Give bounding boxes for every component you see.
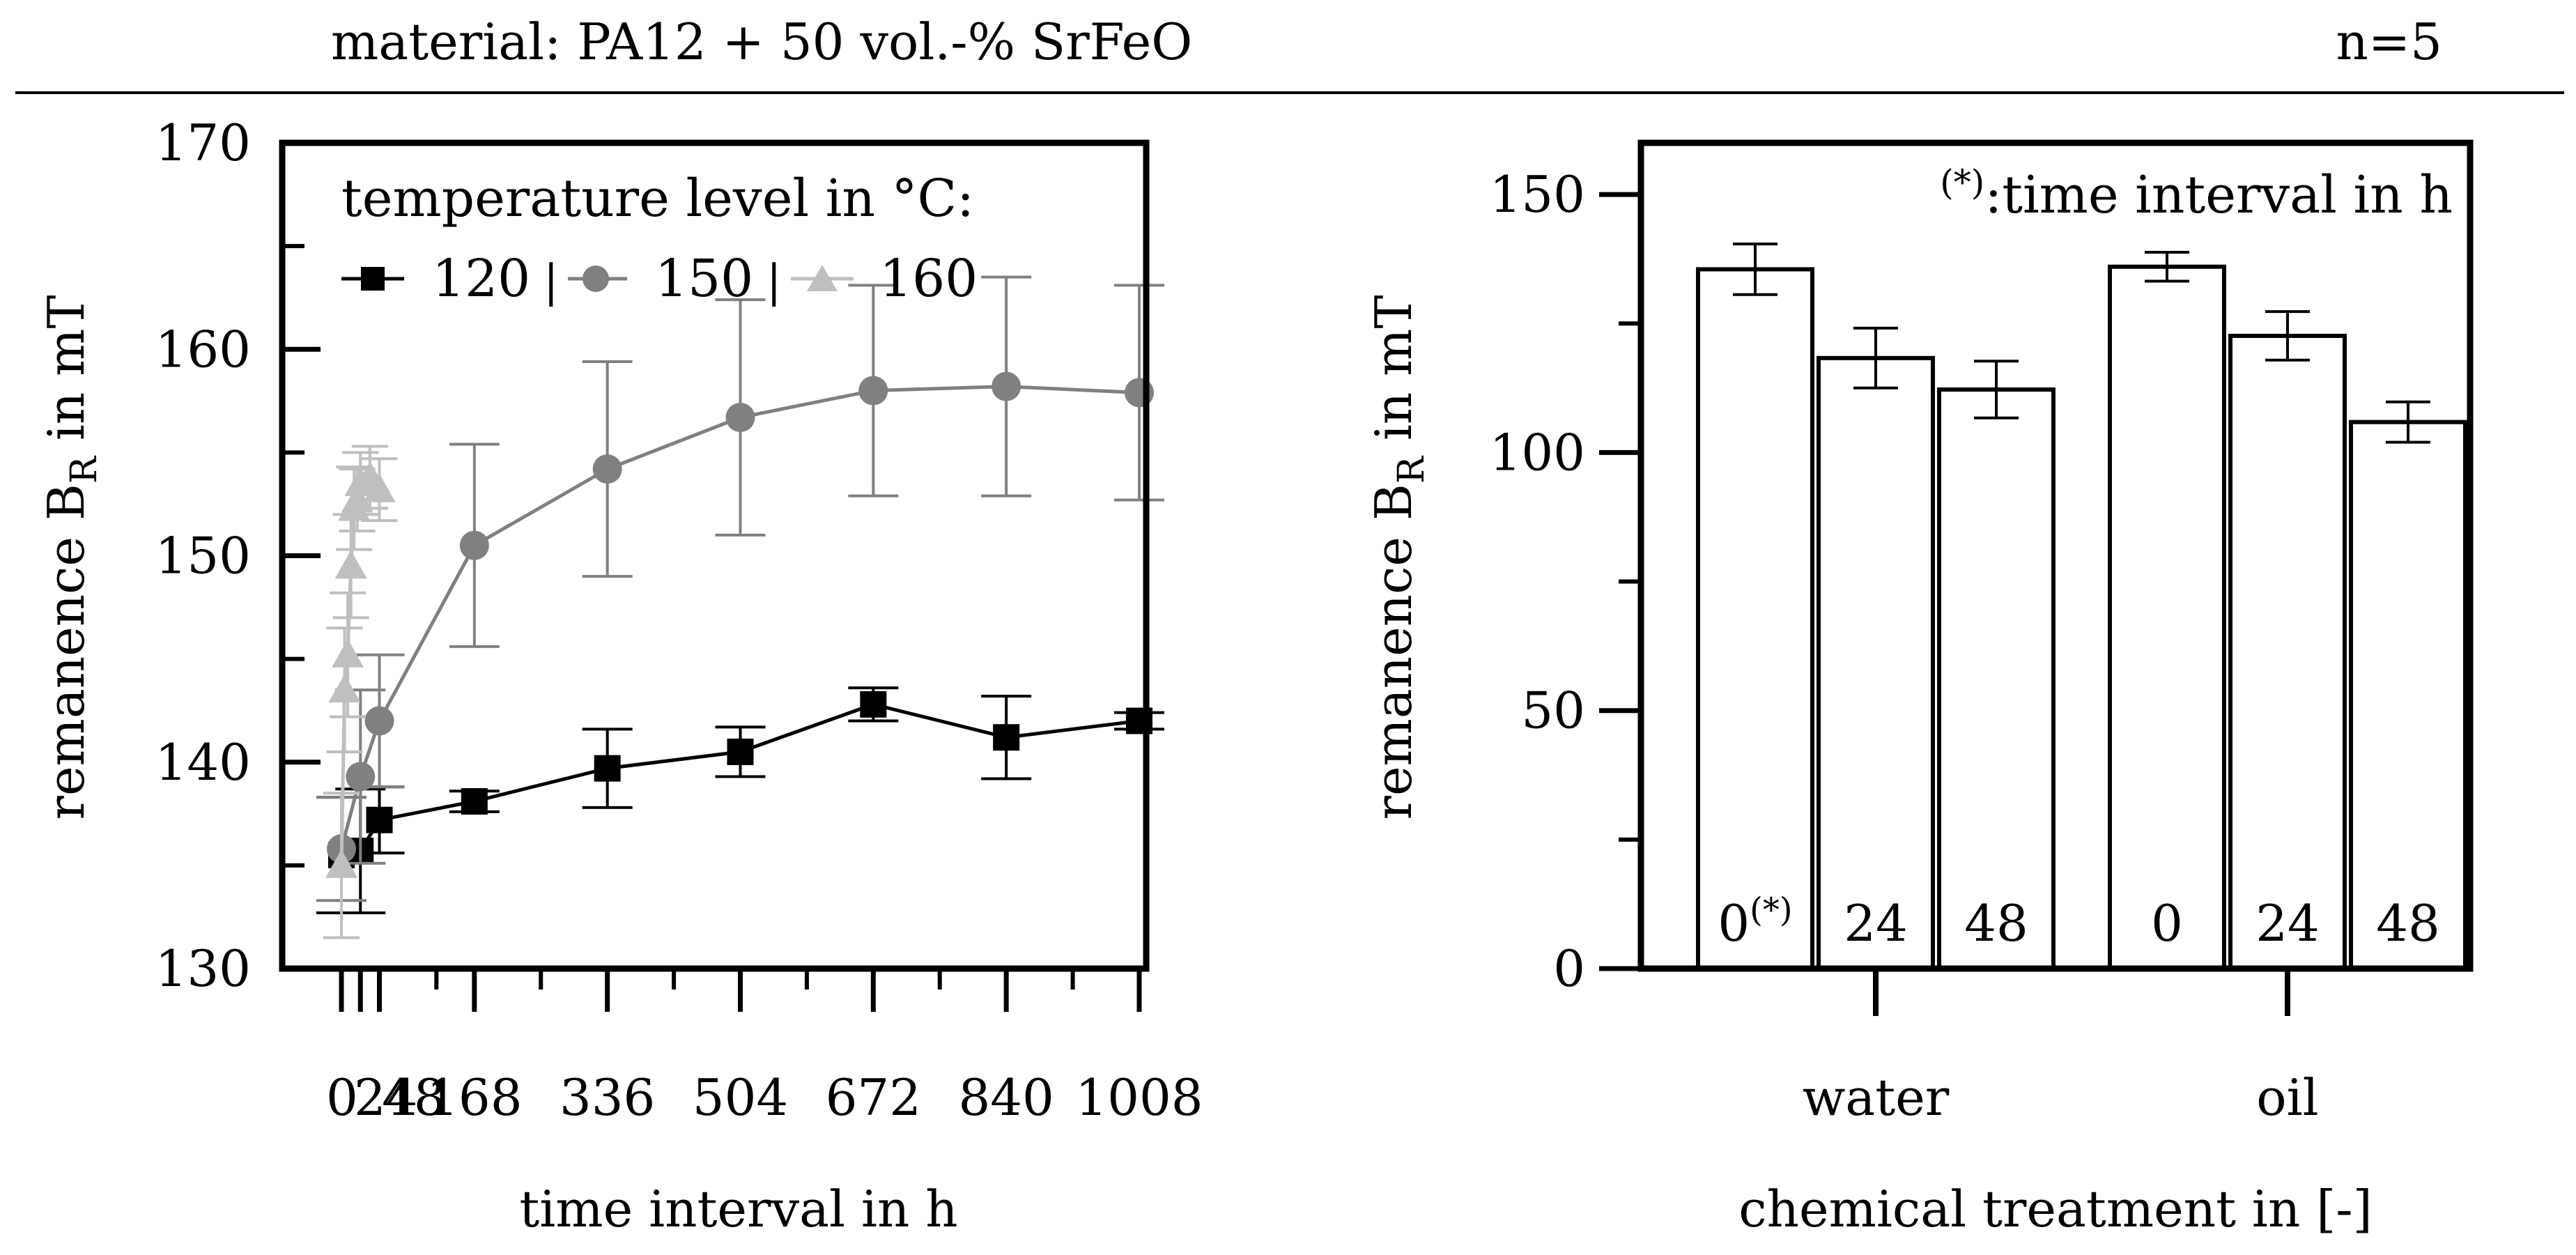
marker-triangle-160 (332, 638, 364, 668)
right-y-tick-label: 100 (1490, 423, 1585, 482)
marker-triangle-160 (334, 550, 367, 579)
bar-oil-0h (2108, 264, 2226, 971)
bar-time-label: 48 (1964, 894, 2028, 953)
bar-water-24h (1817, 355, 1935, 971)
left-x-tick-label: 168 (426, 1068, 522, 1127)
right-chart: 0 50 100 150 water oil 0(*) 24 48 0 24 48 remanenc… (1364, 139, 2474, 1238)
marker-square-120 (594, 755, 621, 782)
legend-marker-triangle-160 (807, 265, 838, 291)
right-y-axis-title: remanence BR in mT (1364, 295, 1433, 820)
marker-square-120 (366, 806, 393, 833)
marker-square-120 (993, 724, 1020, 751)
marker-circle-150 (1125, 378, 1154, 408)
legend-marker-square-120 (361, 267, 385, 291)
bar-time-label: 0 (2151, 894, 2183, 953)
left-x-axis-title: time interval in h (519, 1180, 957, 1238)
legend-title: temperature level in °C: (341, 169, 974, 229)
left-x-tick-label: 504 (693, 1068, 788, 1127)
bar-water-0h (1696, 267, 1814, 971)
right-x-category-label: water (1803, 1068, 1950, 1127)
right-y-tick-label: 50 (1521, 682, 1585, 740)
right-y-tick-label: 0 (1553, 939, 1585, 998)
left-y-tick-label: 160 (155, 320, 251, 378)
bar-time-label: 24 (1844, 894, 1908, 953)
left-chart-series (316, 275, 1164, 939)
right-chart-bars: 0(*) 24 48 0 24 48 (1696, 242, 2467, 971)
marker-square-120 (860, 691, 887, 718)
left-chart-frame (279, 139, 1150, 972)
left-x-tick-label: 1008 (1075, 1068, 1203, 1127)
marker-square-120 (727, 738, 754, 765)
left-y-axis-title: remanence BR in mT (37, 295, 105, 820)
bar-water-48h (1937, 387, 2056, 971)
right-y-tick-label: 150 (1490, 165, 1585, 224)
bar-time-label: 0(*) (1718, 891, 1792, 953)
left-x-tick-label: 672 (826, 1068, 921, 1127)
right-chart-ticks: 0 50 100 150 water oil (1490, 165, 2319, 1127)
legend-marker-circle-150 (583, 265, 609, 292)
legend-label-120: 120 (432, 249, 530, 309)
marker-triangle-160 (325, 849, 357, 878)
left-x-tick-label: 0 (326, 1068, 358, 1127)
bar-oil-24h (2228, 333, 2347, 971)
legend-separator: | (766, 256, 782, 307)
time-interval-annotation: (*):time interval in h (1940, 162, 2453, 225)
marker-circle-150 (992, 371, 1021, 401)
left-x-tick-label: 840 (958, 1068, 1054, 1127)
bar-time-label: 24 (2255, 894, 2320, 953)
marker-circle-150 (858, 376, 888, 406)
marker-circle-150 (364, 706, 394, 736)
marker-triangle-160 (363, 473, 396, 502)
left-y-tick-label: 150 (155, 527, 251, 585)
legend-separator: | (543, 256, 559, 307)
marker-circle-150 (592, 454, 622, 484)
legend-label-150: 150 (655, 249, 753, 309)
marker-triangle-160 (328, 674, 361, 703)
left-x-tick-label: 48 (382, 1068, 446, 1127)
right-x-category-label: oil (2256, 1068, 2318, 1127)
legend: 120 | 150 | 160 (341, 249, 978, 309)
left-y-tick-label: 140 (155, 733, 251, 792)
marker-circle-150 (725, 403, 755, 433)
left-x-tick-label: 24 (354, 1068, 418, 1127)
right-chart-frame (1637, 139, 2474, 972)
marker-square-120 (461, 788, 488, 815)
left-y-tick-label: 130 (155, 939, 251, 998)
marker-circle-150 (459, 530, 489, 560)
left-x-tick-label: 336 (560, 1068, 655, 1127)
right-x-axis-title: chemical treatment in [-] (1738, 1180, 2372, 1238)
material-label: material: PA12 + 50 vol.-% SrFeO (331, 13, 1192, 71)
left-y-tick-label: 170 (155, 114, 251, 172)
sample-count: n=5 (2336, 13, 2442, 71)
bar-oil-48h (2349, 419, 2467, 971)
bar-time-label: 48 (2376, 894, 2440, 953)
marker-triangle-160 (341, 484, 373, 513)
legend-label-160: 160 (879, 249, 978, 309)
marker-circle-150 (346, 762, 376, 792)
